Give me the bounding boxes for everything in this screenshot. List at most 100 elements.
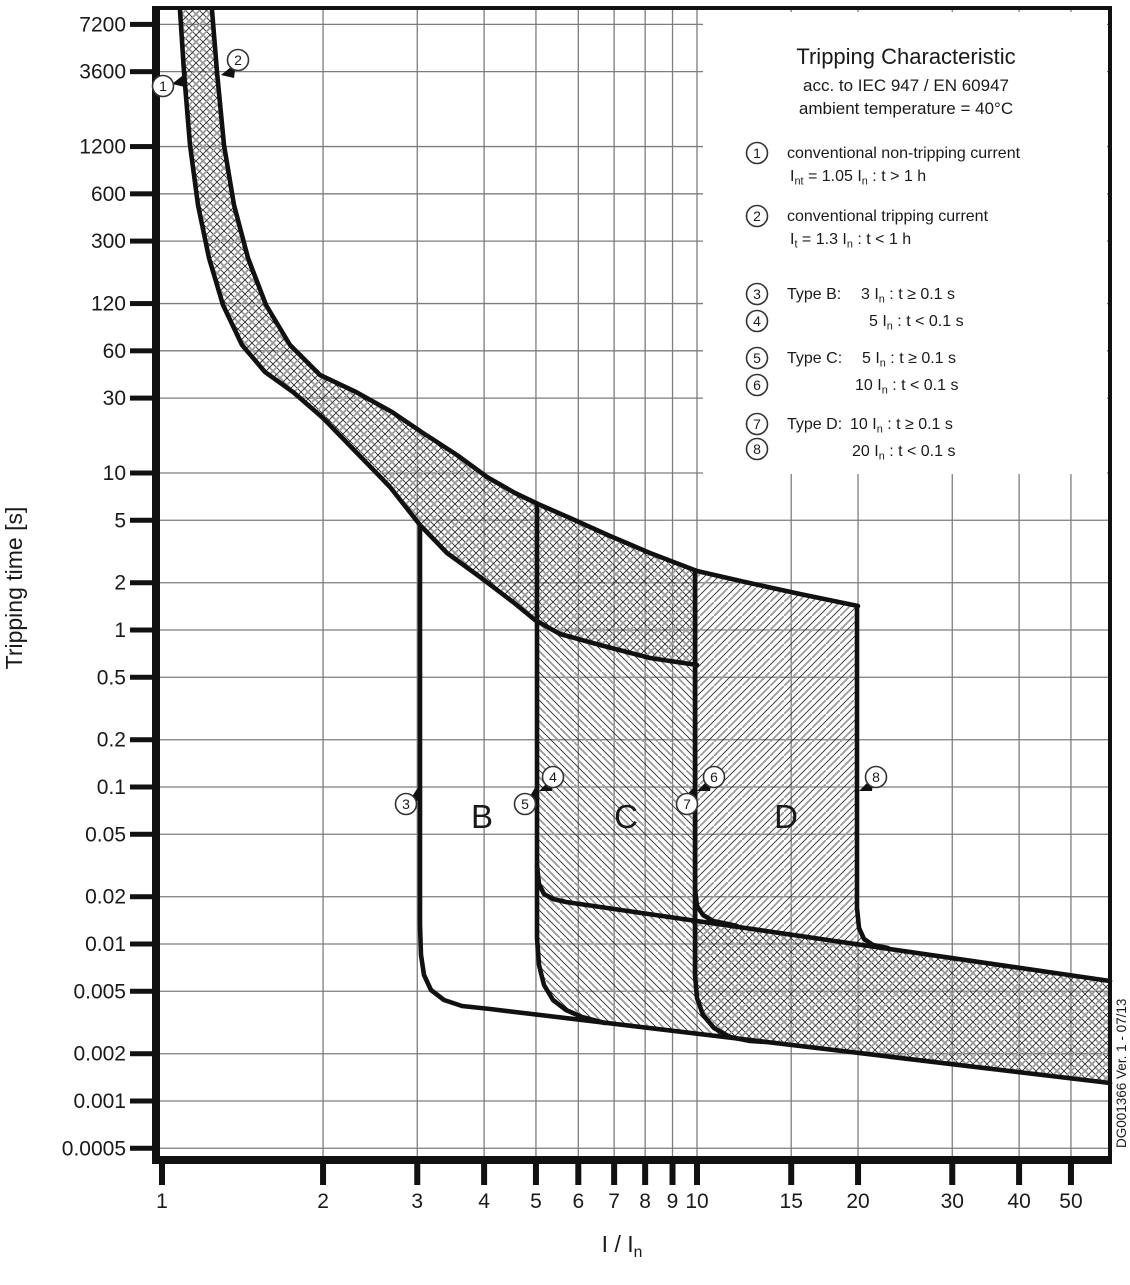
type-c-threshold-line (534, 501, 608, 1026)
x-tick-label: 20 (846, 1190, 869, 1213)
marker-number: 6 (710, 769, 718, 785)
y-tick (130, 144, 154, 150)
legend-item-number-circle (745, 309, 769, 333)
legend-item-number-circle (745, 437, 769, 461)
legend-item-text: 10 In : t ≥ 0.1 s (850, 416, 953, 436)
plot-right-border (1108, 6, 1112, 1164)
x-tick (669, 1162, 676, 1185)
region-label-d: D (774, 798, 798, 835)
y-tick-label: 0.001 (73, 1090, 126, 1113)
x-tick-label: 8 (639, 1190, 651, 1213)
marker-circle (151, 74, 175, 98)
legend-item-text: Int = 1.05 In : t > 1 h (790, 168, 926, 188)
curve-markers: 1 2 3 4 5 6 7 8 (151, 48, 888, 816)
x-tick-label: 5 (530, 1190, 542, 1213)
x-tick (1016, 1162, 1023, 1185)
y-tick-label: 0.5 (97, 666, 126, 689)
legend-item-number: 8 (753, 441, 761, 457)
legend-item-text: 3 In : t ≥ 0.1 s (861, 286, 955, 306)
x-tick-label: 40 (1007, 1190, 1030, 1213)
x-tick (642, 1162, 649, 1185)
y-tick (130, 988, 154, 994)
region-letters: B C D (471, 798, 798, 835)
x-tick-label: 1 (156, 1190, 168, 1213)
type-c-upper-threshold-line (692, 568, 769, 1045)
y-tick-label: 0.1 (97, 776, 126, 799)
marker-number: 4 (549, 769, 557, 785)
instantaneous-band-top-line (534, 863, 1113, 984)
x-tick (611, 1162, 618, 1185)
legend-item-number: 7 (753, 416, 761, 432)
x-axis-line (152, 1156, 1112, 1164)
x-tick-label: 10 (685, 1190, 708, 1213)
marker-arrow (172, 72, 187, 87)
legend-item-text: Type D: (787, 416, 842, 433)
marker-circle (226, 48, 250, 72)
x-tick-label: 3 (411, 1190, 423, 1213)
y-tick (130, 301, 154, 307)
region-label-b: B (471, 798, 493, 835)
y-tick (130, 395, 154, 401)
y-tick-label: 0.0005 (62, 1137, 126, 1160)
legend-title: Tripping Characteristic (796, 44, 1015, 69)
upper-thermal-curve (209, 7, 861, 609)
legend-item-text: conventional tripping current (787, 208, 989, 225)
y-tick-label: 60 (103, 340, 126, 363)
x-tick (532, 1162, 539, 1185)
characteristic-curves (177, 7, 1113, 1086)
y-tick (130, 941, 154, 947)
legend-subtitle-temperature: ambient temperature = 40°C (799, 99, 1013, 118)
marker-circle (541, 765, 565, 789)
x-tick-label: 4 (478, 1190, 490, 1213)
x-tick-label: 30 (941, 1190, 964, 1213)
y-tick-label: 30 (103, 387, 126, 410)
x-tick (320, 1162, 327, 1185)
legend-item-number-circle (745, 141, 769, 165)
y-tick-label: 120 (91, 293, 126, 316)
type-b-threshold-line (417, 522, 1113, 1086)
x-tick (949, 1162, 956, 1185)
y-tick (130, 784, 154, 790)
x-tick-label: 9 (667, 1190, 679, 1213)
y-tick (130, 470, 154, 476)
legend-item-number-circle (745, 204, 769, 228)
x-tick-label: 15 (780, 1190, 803, 1213)
y-tick-label: 7200 (79, 13, 126, 36)
legend-item-text: 10 In : t < 0.1 s (855, 377, 958, 397)
x-tick (694, 1162, 700, 1185)
instantaneous-trip-band (695, 921, 1110, 1082)
legend-item-number: 3 (753, 286, 761, 302)
lower-thermal-curve (177, 7, 700, 668)
legend-item-text: conventional non-tripping current (787, 145, 1021, 162)
legend-item-number-circle (745, 412, 769, 436)
type-d-upper-threshold-line (854, 603, 891, 951)
y-tick (130, 191, 154, 197)
marker-number: 3 (402, 796, 410, 812)
x-tick-label: 2 (317, 1190, 329, 1213)
marker-circle (513, 792, 537, 816)
legend-item-number-circle (745, 282, 769, 306)
x-tick-label: 7 (608, 1190, 620, 1213)
y-tick (130, 674, 154, 680)
plot-top-border (152, 6, 1112, 10)
y-tick (130, 580, 154, 586)
y-tick (130, 831, 154, 837)
legend-item-text: 5 In : t < 0.1 s (869, 313, 964, 333)
x-tick (414, 1162, 421, 1185)
legend-item-number-circle (745, 373, 769, 397)
legend-item-text: Type B: (787, 286, 841, 303)
y-tick-label: 2 (114, 572, 126, 595)
x-axis-title: I / In (602, 1231, 643, 1261)
y-tick (130, 69, 154, 75)
y-tick-label: 300 (91, 230, 126, 253)
y-tick-label: 0.002 (73, 1043, 126, 1066)
marker-number: 7 (683, 796, 691, 812)
x-tick (575, 1162, 582, 1185)
x-tick (481, 1162, 488, 1185)
y-axis-line (152, 6, 160, 1164)
y-tick-label: 10 (103, 462, 126, 485)
marker-number: 5 (521, 796, 529, 812)
type-c-region (537, 621, 766, 1042)
y-tick (130, 627, 154, 633)
